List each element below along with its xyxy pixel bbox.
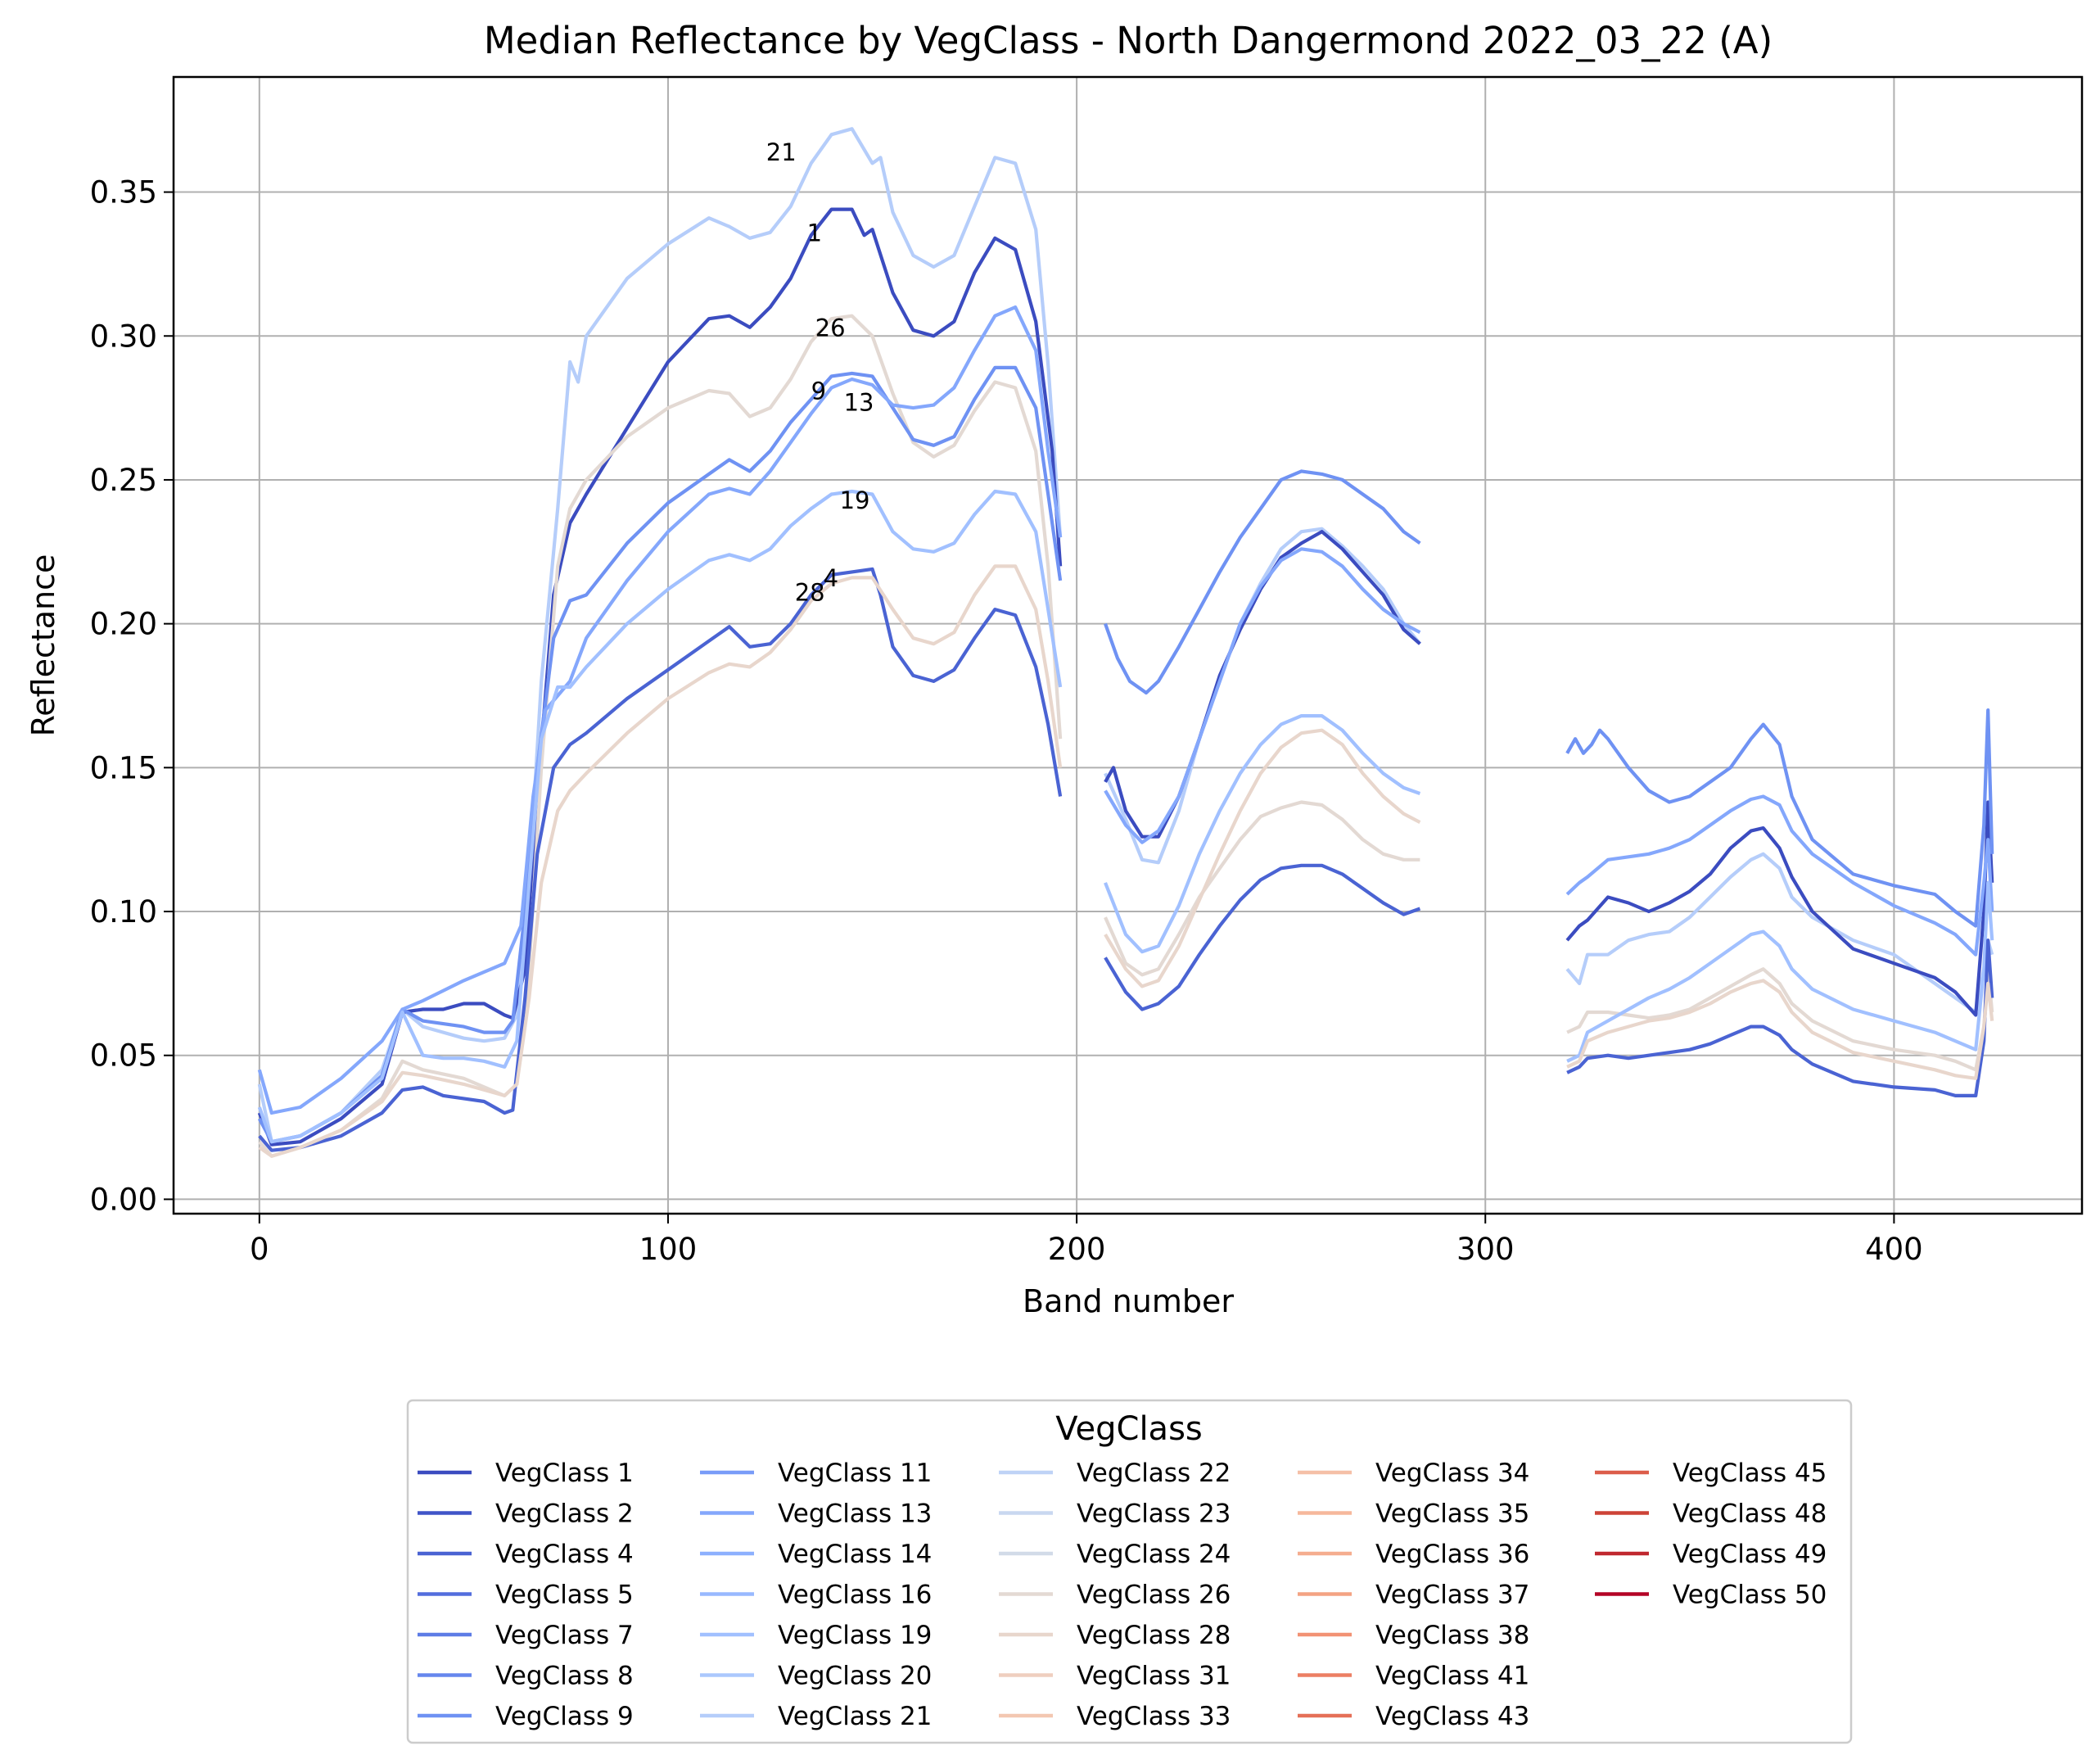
x-tick-label: 100 <box>639 1232 698 1267</box>
legend-entry-label: VegClass 1 <box>495 1459 634 1488</box>
series-line-vegclass-13 <box>257 305 1063 1115</box>
series-line-vegclass-19 <box>1104 714 1421 954</box>
annotation-label-28: 28 <box>795 579 825 607</box>
annotation-label-21: 21 <box>766 138 797 166</box>
legend-entry-label: VegClass 8 <box>495 1662 634 1691</box>
legend-entry-label: VegClass 36 <box>1375 1540 1529 1569</box>
series-line-vegclass-21 <box>1104 527 1422 865</box>
series-line-vegclass-1 <box>257 207 1063 1147</box>
annotation-label-9: 9 <box>811 378 826 405</box>
y-tick-label: 0.25 <box>90 463 157 498</box>
legend-entry-label: VegClass 24 <box>1077 1540 1231 1569</box>
legend-box <box>406 1399 1853 1744</box>
annotation-label-19: 19 <box>840 486 870 514</box>
grid-lines <box>174 77 2082 1214</box>
legend-entry-label: VegClass 35 <box>1375 1499 1529 1529</box>
y-tick-label: 0.05 <box>90 1038 157 1074</box>
legend-title: VegClass <box>1055 1410 1203 1448</box>
y-tick-label: 0.15 <box>90 750 157 785</box>
x-tick-label: 400 <box>1865 1232 1923 1267</box>
legend-entry-label: VegClass 19 <box>778 1621 932 1650</box>
y-tick-label: 0.20 <box>90 607 157 642</box>
legend-entry-label: VegClass 16 <box>778 1581 932 1610</box>
y-tick-label: 0.30 <box>90 319 157 354</box>
data-series <box>257 127 1994 1158</box>
series-line-vegclass-28 <box>1566 979 1994 1080</box>
series-line-vegclass-1 <box>1565 800 1994 1017</box>
series-line-vegclass-4 <box>258 567 1063 1152</box>
series-line-vegclass-4 <box>1104 863 1421 1011</box>
y-tick-label: 0.00 <box>90 1182 157 1217</box>
legend-entry-label: VegClass 31 <box>1077 1662 1231 1691</box>
legend-entry-label: VegClass 49 <box>1673 1540 1827 1569</box>
legend-entry-label: VegClass 2 <box>495 1499 634 1529</box>
annotation-label-4: 4 <box>824 564 838 592</box>
legend-entry-label: VegClass 7 <box>495 1621 634 1650</box>
legend-entry-label: VegClass 48 <box>1673 1499 1827 1529</box>
legend-entry-label: VegClass 13 <box>778 1499 932 1529</box>
x-tick-label: 300 <box>1456 1232 1515 1267</box>
series-line-vegclass-26 <box>1104 800 1420 977</box>
legend-entry-label: VegClass 34 <box>1375 1459 1529 1488</box>
legend-entry-label: VegClass 5 <box>495 1581 634 1610</box>
legend-entry-label: VegClass 4 <box>495 1540 634 1569</box>
y-axis-label: Reflectance <box>25 554 61 737</box>
legend-entry-label: VegClass 14 <box>778 1540 932 1569</box>
series-line-vegclass-26 <box>258 314 1063 1158</box>
plot-frame <box>172 75 2084 1215</box>
series-line-vegclass-21 <box>257 127 1063 1144</box>
x-tick-label: 200 <box>1048 1232 1106 1267</box>
legend-entry-label: VegClass 50 <box>1673 1581 1827 1610</box>
legend-entry-label: VegClass 37 <box>1375 1581 1529 1610</box>
series-line-vegclass-9 <box>257 365 1063 1144</box>
annotation-label-1: 1 <box>807 219 822 247</box>
legend-entry-label: VegClass 45 <box>1673 1459 1827 1488</box>
series-line-vegclass-9 <box>1565 708 1994 928</box>
x-axis-label: Band number <box>1023 1283 1234 1319</box>
legend-entry-label: VegClass 9 <box>495 1702 634 1731</box>
legend-entry-label: VegClass 11 <box>778 1459 932 1488</box>
legend-entry-label: VegClass 38 <box>1375 1621 1529 1650</box>
legend-entry-label: VegClass 22 <box>1077 1459 1231 1488</box>
series-line-vegclass-1 <box>1104 530 1421 839</box>
series-line-vegclass-13 <box>1565 794 1994 957</box>
series-line-vegclass-4 <box>1566 939 1994 1097</box>
y-tick-label: 0.10 <box>90 894 157 929</box>
series-line-vegclass-28 <box>1104 728 1421 988</box>
series-line-vegclass-9 <box>1104 469 1421 695</box>
legend-entry-label: VegClass 28 <box>1077 1621 1231 1650</box>
annotation-label-26: 26 <box>815 314 846 341</box>
axis-ticks: 0 100 200 300 400 0.00 0.05 0.10 0.15 0.20 0.25 0.3… <box>90 175 1923 1267</box>
legend-entry-label: VegClass 41 <box>1375 1662 1529 1691</box>
annotation-label-13: 13 <box>844 389 874 417</box>
legend: VegClass VegClass 1 VegClass 2 VegClass 4 V… <box>406 1399 1853 1744</box>
series-line-vegclass-19 <box>1566 880 1994 1063</box>
chart-title: Median Reflectance by VegClass - North D… <box>484 19 1773 62</box>
legend-entry-label: VegClass 20 <box>778 1662 932 1691</box>
series-line-vegclass-21 <box>1565 852 1994 1015</box>
series-line-vegclass-28 <box>258 564 1063 1158</box>
series-line-vegclass-19 <box>257 489 1063 1144</box>
legend-entry-label: VegClass 23 <box>1077 1499 1231 1529</box>
legend-entry-label: VegClass 43 <box>1375 1702 1529 1731</box>
legend-entry-label: VegClass 26 <box>1077 1581 1231 1610</box>
legend-entry-label: VegClass 33 <box>1077 1702 1231 1731</box>
x-tick-label: 0 <box>250 1232 269 1267</box>
y-tick-label: 0.35 <box>90 175 157 210</box>
line-annotations: 21 1 26 9 13 19 428 <box>766 138 874 607</box>
legend-entry-label: VegClass 21 <box>778 1702 932 1731</box>
series-line-vegclass-13 <box>1104 547 1421 844</box>
